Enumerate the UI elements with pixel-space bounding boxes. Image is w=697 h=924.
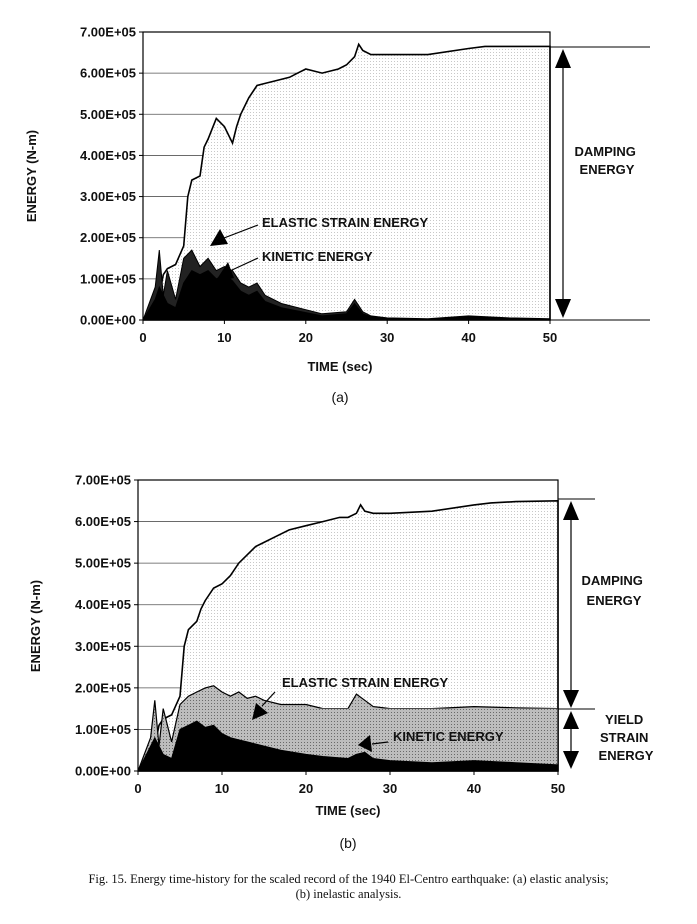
arrowhead-kinetic-energy-b <box>358 735 372 752</box>
y-axis-title-a: ENERGY (N-m) <box>24 130 39 222</box>
y-tick-label: 5.00E+05 <box>75 556 131 571</box>
damping-energy-label-b: DAMPING ENERGY <box>581 573 646 608</box>
plot-frame-a <box>142 31 551 321</box>
yield-strain-energy-label-line2-b: STRAIN <box>600 730 648 745</box>
y-tick-label: 1.00E+05 <box>80 271 136 286</box>
x-tick-label: 40 <box>461 330 475 345</box>
y-tick-labels-a: 0.00E+00 1.00E+05 2.00E+05 3.00E+05 4.00E+05… <box>80 25 143 328</box>
annotation-kinetic-energy-a: KINETIC ENERGY <box>262 249 373 264</box>
x-tick-label: 40 <box>467 781 481 796</box>
yield-strain-energy-label-b: YIELD STRAIN ENERGY <box>599 712 654 763</box>
y-tick-label: 4.00E+05 <box>80 148 136 163</box>
caption-line-1: Fig. 15. Energy time-history for the sca… <box>88 872 609 886</box>
x-tick-label: 50 <box>543 330 557 345</box>
arrow-elastic-strain-energy-a <box>223 224 259 239</box>
x-tick-label: 20 <box>299 330 313 345</box>
y-tick-label: 1.00E+05 <box>75 722 131 737</box>
x-tick-label: 50 <box>551 781 565 796</box>
damping-arrowhead-down-b <box>563 690 579 708</box>
x-tick-labels-a: 0 10 20 30 40 50 <box>139 320 557 345</box>
x-tick-label: 20 <box>299 781 313 796</box>
x-tick-labels-b: 0 10 20 30 40 50 <box>134 771 565 796</box>
caption-line-2: (b) inelastic analysis. <box>295 887 402 901</box>
y-tick-label: 5.00E+05 <box>80 107 136 122</box>
y-tick-label: 0.00E+00 <box>75 764 131 779</box>
damping-energy-area-a <box>142 42 551 321</box>
arrow-kinetic-energy-a <box>231 257 259 271</box>
damping-energy-label-line1-a: DAMPING <box>574 144 635 159</box>
x-tick-label: 0 <box>139 330 146 345</box>
y-tick-label: 2.00E+05 <box>75 680 131 695</box>
yield-strain-energy-label-line1-b: YIELD <box>605 712 643 727</box>
arrowhead-elastic-strain-energy-b <box>252 703 268 720</box>
panel-label-a: (a) <box>331 389 348 405</box>
yield-arrowhead-up-b <box>563 711 579 729</box>
x-axis-title-b: TIME (sec) <box>315 803 380 818</box>
damping-energy-label-line2-a: ENERGY <box>580 162 635 177</box>
arrow-kinetic-energy-b <box>371 741 389 745</box>
y-tick-label: 7.00E+05 <box>75 473 131 488</box>
chart-panel-b: 0.00E+00 1.00E+05 2.00E+05 3.00E+05 4.00E+05… <box>28 473 654 852</box>
x-axis-title-a: TIME (sec) <box>307 359 372 374</box>
x-tick-label: 30 <box>380 330 394 345</box>
y-tick-label: 6.00E+05 <box>75 514 131 529</box>
arrowhead-elastic-strain-energy-a <box>210 229 228 246</box>
figure-caption: Fig. 15. Energy time-history for the sca… <box>0 872 697 902</box>
yield-strain-energy-label-line3-b: ENERGY <box>599 748 654 763</box>
arrowhead-kinetic-energy-a <box>215 262 234 282</box>
annotation-kinetic-energy-b: KINETIC ENERGY <box>393 729 504 744</box>
panel-label-b: (b) <box>339 835 356 851</box>
y-tick-label: 3.00E+05 <box>75 639 131 654</box>
kinetic-energy-area-a <box>142 269 551 321</box>
kinetic-energy-area-b <box>137 720 559 772</box>
damping-energy-label-a: DAMPING ENERGY <box>574 144 639 177</box>
damping-arrowhead-up-b <box>563 501 579 520</box>
plot-frame-b <box>137 479 559 772</box>
annotation-elastic-strain-energy-b: ELASTIC STRAIN ENERGY <box>282 675 448 690</box>
y-tick-label: 2.00E+05 <box>80 230 136 245</box>
damping-arrowhead-down-a <box>555 299 571 318</box>
yield-arrowhead-down-b <box>563 751 579 769</box>
chart-panel-a: 0.00E+00 1.00E+05 2.00E+05 3.00E+05 4.00E+05… <box>24 25 650 405</box>
damping-energy-label-line2-b: ENERGY <box>587 593 642 608</box>
arrow-elastic-strain-energy-b <box>261 691 276 707</box>
damping-energy-label-line1-b: DAMPING <box>581 573 642 588</box>
y-tick-label: 0.00E+00 <box>80 313 136 328</box>
y-tick-label: 4.00E+05 <box>75 597 131 612</box>
x-tick-label: 30 <box>383 781 397 796</box>
x-tick-label: 0 <box>134 781 141 796</box>
y-axis-title-b: ENERGY (N-m) <box>28 580 43 672</box>
y-tick-label: 7.00E+05 <box>80 25 136 40</box>
x-tick-label: 10 <box>215 781 229 796</box>
annotation-elastic-strain-energy-a: ELASTIC STRAIN ENERGY <box>262 215 428 230</box>
y-tick-label: 3.00E+05 <box>80 189 136 204</box>
damping-arrowhead-up-a <box>555 49 571 68</box>
y-tick-labels-b: 0.00E+00 1.00E+05 2.00E+05 3.00E+05 4.00E+05… <box>75 473 138 779</box>
figure: 0.00E+00 1.00E+05 2.00E+05 3.00E+05 4.00E+05… <box>24 25 654 852</box>
y-tick-label: 6.00E+05 <box>80 66 136 81</box>
x-tick-label: 10 <box>217 330 231 345</box>
